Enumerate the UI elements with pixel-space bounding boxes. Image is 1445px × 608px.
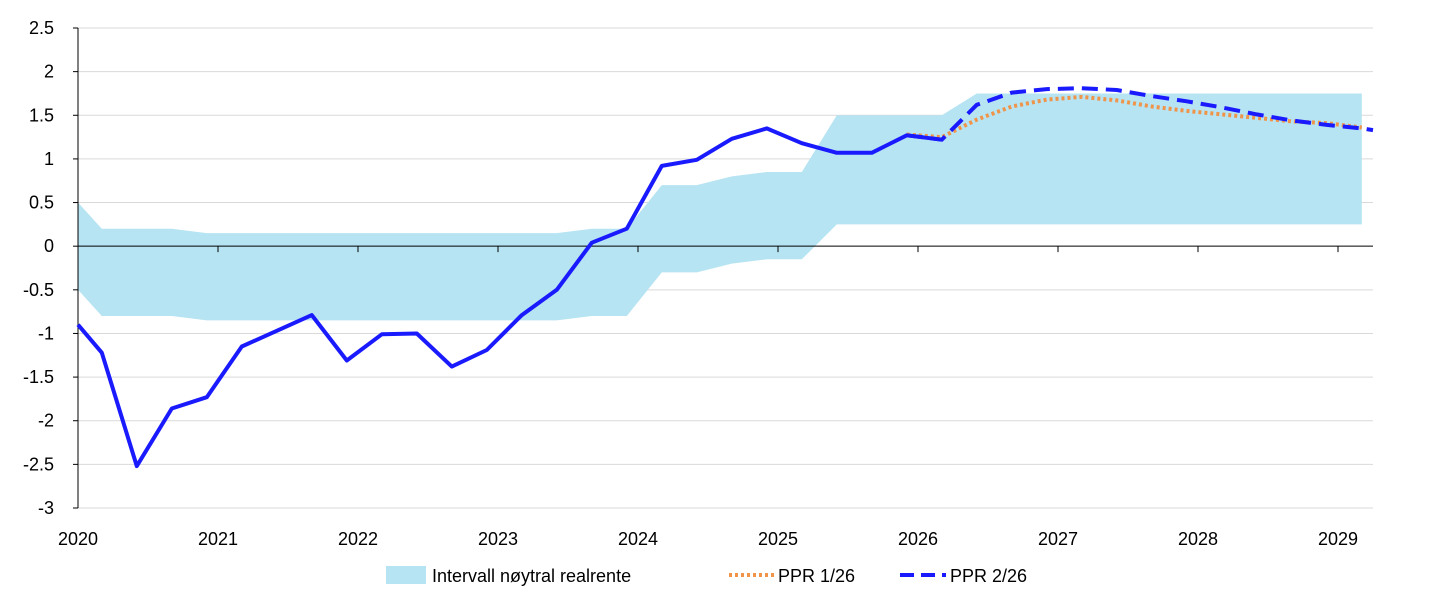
y-tick-label: 0 — [44, 236, 54, 256]
x-tick-label: 2023 — [478, 529, 518, 549]
x-tick-label: 2021 — [198, 529, 238, 549]
band-area — [78, 93, 1362, 321]
y-tick-label: -3 — [38, 498, 54, 518]
y-tick-label: -2.5 — [23, 454, 54, 474]
series-line-ppr1 — [906, 94, 1363, 140]
neutral-rate-band — [78, 93, 1362, 321]
y-tick-label: -0.5 — [23, 280, 54, 300]
axes — [73, 27, 1373, 509]
legend-label-ppr2: PPR 2/26 — [950, 566, 1027, 586]
x-tick-label: 2029 — [1318, 529, 1358, 549]
x-tick-label: 2026 — [898, 529, 938, 549]
x-tick-label: 2025 — [758, 529, 798, 549]
x-tick-label: 2020 — [58, 529, 98, 549]
series-lines — [76, 86, 1374, 469]
y-tick-label: -2 — [38, 411, 54, 431]
y-tick-label: -1 — [38, 323, 54, 343]
x-tick-label: 2027 — [1038, 529, 1078, 549]
y-tick-labels: 2.5 2 1.5 1 0.5 0 -0.5 -1 -1.5 -2 -2.5 -3 — [23, 18, 54, 518]
x-tick-label: 2024 — [618, 529, 658, 549]
y-tick-label: -1.5 — [23, 367, 54, 387]
series-line-ppr2 — [76, 126, 943, 469]
x-tick-labels: 2020 2021 2022 2023 2024 2025 2026 2027 2028 2029 — [58, 529, 1358, 549]
x-tick-label: 2022 — [338, 529, 378, 549]
y-tick-label: 2.5 — [29, 18, 54, 38]
y-tick-label: 2 — [44, 62, 54, 82]
y-tick-label: 0.5 — [29, 193, 54, 213]
legend-label-band: Intervall nøytral realrente — [432, 566, 631, 586]
legend-swatch-band — [386, 566, 426, 584]
legend-label-ppr1: PPR 1/26 — [778, 566, 855, 586]
series-line-ppr2-forecast — [906, 86, 1374, 142]
x-tick-label: 2028 — [1178, 529, 1218, 549]
y-tick-label: 1 — [44, 149, 54, 169]
legend: Intervall nøytral realrente PPR 1/26 PPR… — [386, 566, 1027, 586]
y-tick-label: 1.5 — [29, 105, 54, 125]
